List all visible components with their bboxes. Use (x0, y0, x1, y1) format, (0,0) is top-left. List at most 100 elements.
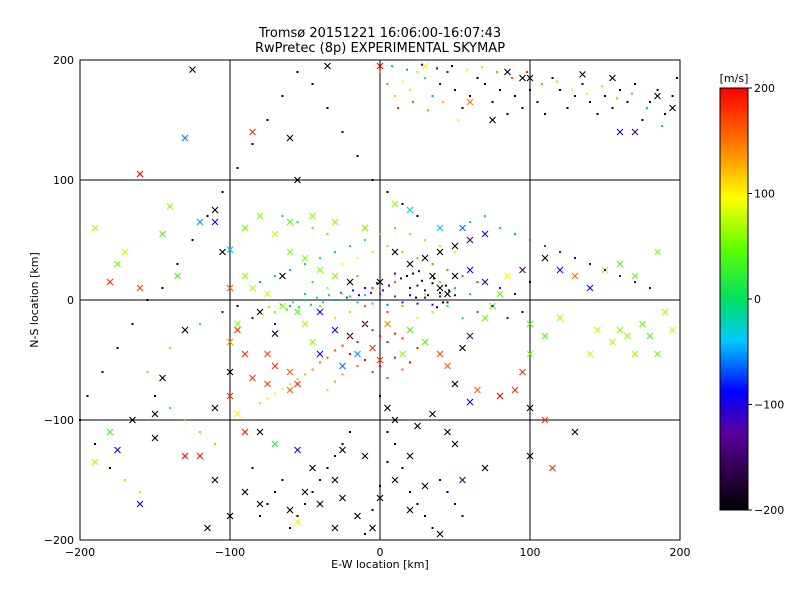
data-point-dot (310, 303, 312, 306)
data-point-dot (274, 275, 276, 277)
data-points (79, 62, 678, 538)
data-point-x (226, 284, 234, 292)
data-point-x (511, 386, 519, 394)
data-point-dot (521, 311, 524, 313)
data-point-dot (431, 263, 434, 265)
colorbar-label: [m/s] (720, 72, 749, 85)
data-point-x (91, 458, 99, 466)
data-point-dot (469, 293, 471, 295)
data-point-x (286, 368, 294, 376)
data-point-dot (676, 77, 678, 79)
data-point-dot (551, 77, 554, 79)
data-point-dot (424, 293, 426, 295)
data-point-dot (364, 305, 366, 307)
data-point-x (586, 284, 594, 292)
data-point-dot (371, 329, 374, 331)
data-point-x (616, 260, 624, 268)
colorbar: [m/s] 200 100 0 −100 −200 (719, 72, 784, 517)
data-point-dot (506, 317, 509, 319)
data-point-dot (454, 503, 456, 505)
data-point-dot (199, 431, 201, 433)
data-point-dot (454, 251, 456, 253)
data-point-dot (611, 107, 614, 109)
data-point-dot (259, 402, 261, 405)
data-point-x (354, 512, 361, 520)
data-point-x (106, 428, 114, 436)
data-point-dot (176, 263, 179, 265)
data-point-dot (304, 299, 306, 301)
data-point-x (609, 338, 616, 346)
data-point-x (466, 98, 474, 106)
data-point-x (361, 224, 369, 232)
data-point-x (444, 428, 451, 436)
data-point-x (406, 326, 414, 334)
data-point-dot (401, 301, 404, 304)
data-point-x (331, 272, 339, 280)
colorbar-tick-label: −200 (754, 504, 784, 517)
data-point-dot (394, 281, 396, 283)
data-point-dot (469, 95, 471, 97)
data-point-dot (289, 305, 291, 307)
data-point-dot (436, 306, 438, 309)
data-point-dot (349, 295, 351, 298)
data-point-dot (574, 257, 576, 259)
data-point-dot (514, 233, 516, 235)
data-point-x (459, 224, 466, 232)
data-point-x (376, 494, 384, 502)
data-point-x (466, 398, 474, 406)
data-point-x (346, 278, 354, 286)
data-point-x (549, 464, 556, 472)
data-point-dot (439, 291, 441, 294)
data-point-dot (370, 291, 372, 294)
data-point-dot (349, 353, 351, 355)
data-point-dot (484, 83, 486, 85)
data-point-dot (311, 281, 314, 283)
data-point-dot (412, 272, 414, 275)
data-point-x (399, 350, 406, 358)
data-point-dot (415, 296, 417, 299)
data-point-dot (499, 287, 501, 289)
data-point-x (436, 248, 444, 256)
data-point-dot (481, 66, 483, 69)
data-point-x (204, 524, 211, 532)
data-point-dot (401, 305, 404, 307)
data-point-dot (169, 347, 171, 349)
data-point-dot (499, 227, 501, 229)
data-point-x (136, 500, 144, 508)
data-point-dot (304, 503, 306, 505)
data-point-dot (401, 251, 404, 253)
data-point-dot (289, 527, 291, 529)
data-point-dot (251, 143, 254, 145)
colorbar-gradient (719, 87, 749, 511)
data-point-x (114, 260, 121, 268)
data-point-dot (266, 119, 269, 121)
data-point-x (444, 290, 451, 298)
data-point-x (669, 326, 676, 334)
data-point-dot (409, 294, 411, 297)
data-point-dot (424, 515, 426, 517)
data-point-x (631, 350, 639, 358)
x-axis-ticks: −200 −100 0 100 200 (65, 60, 691, 559)
data-point-x (526, 320, 534, 328)
data-point-dot (386, 311, 389, 313)
plot-area: −200 −100 0 100 200 −200 −100 0 100 200 (44, 54, 691, 559)
data-point-dot (446, 491, 449, 493)
data-point-dot (358, 294, 360, 297)
data-point-x (526, 74, 534, 82)
data-point-dot (319, 361, 321, 364)
data-point-dot (292, 301, 294, 304)
data-point-dot (304, 263, 306, 265)
data-point-x (579, 71, 586, 78)
data-point-dot (326, 107, 329, 109)
data-point-x (286, 386, 294, 394)
data-point-x (526, 404, 534, 412)
data-point-dot (86, 395, 89, 397)
data-point-dot (379, 485, 381, 487)
data-point-x (316, 500, 324, 508)
data-point-dot (442, 101, 444, 103)
data-point-dot (439, 295, 441, 298)
data-point-dot (206, 215, 209, 217)
data-point-dot (418, 270, 420, 273)
data-point-dot (296, 71, 299, 73)
data-point-x (159, 374, 166, 382)
